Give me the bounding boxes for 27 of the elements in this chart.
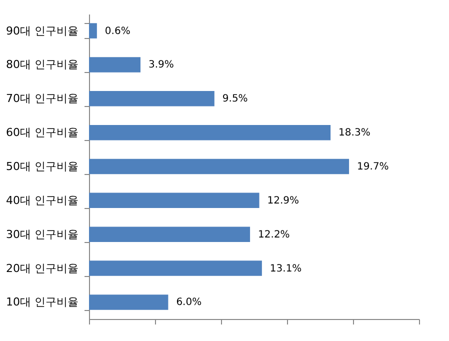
y-tick-label: 20대 인구비율 bbox=[6, 262, 78, 275]
bar bbox=[89, 294, 168, 310]
y-tick-label: 60대 인구비율 bbox=[6, 126, 78, 140]
y-tick-label: 90대 인구비율 bbox=[6, 24, 78, 38]
y-tick-label: 30대 인구비율 bbox=[6, 228, 78, 241]
data-label: 0.6% bbox=[104, 26, 130, 37]
bar bbox=[89, 91, 214, 106]
data-label: 13.1% bbox=[270, 263, 302, 274]
bar bbox=[89, 260, 262, 276]
y-tick-label: 10대 인구비율 bbox=[6, 296, 78, 309]
data-label: 19.7% bbox=[357, 162, 389, 172]
y-tick-label: 40대 인구비율 bbox=[6, 194, 78, 207]
data-label: 3.9% bbox=[148, 60, 174, 71]
bar bbox=[89, 158, 350, 174]
bar bbox=[89, 124, 331, 140]
bar bbox=[89, 57, 140, 72]
y-tick-label: 80대 인구비율 bbox=[6, 58, 78, 72]
data-label: 6.0% bbox=[176, 297, 202, 308]
bar bbox=[89, 192, 260, 208]
data-label: 12.9% bbox=[267, 195, 300, 206]
bar bbox=[89, 226, 250, 242]
data-label: 18.3% bbox=[338, 128, 370, 139]
bar bbox=[89, 23, 97, 38]
data-label: 12.2% bbox=[258, 229, 290, 240]
y-tick-label: 70대 인구비율 bbox=[6, 92, 78, 106]
data-label: 9.5% bbox=[222, 94, 248, 105]
y-tick-label: 50대 인구비율 bbox=[6, 160, 78, 173]
